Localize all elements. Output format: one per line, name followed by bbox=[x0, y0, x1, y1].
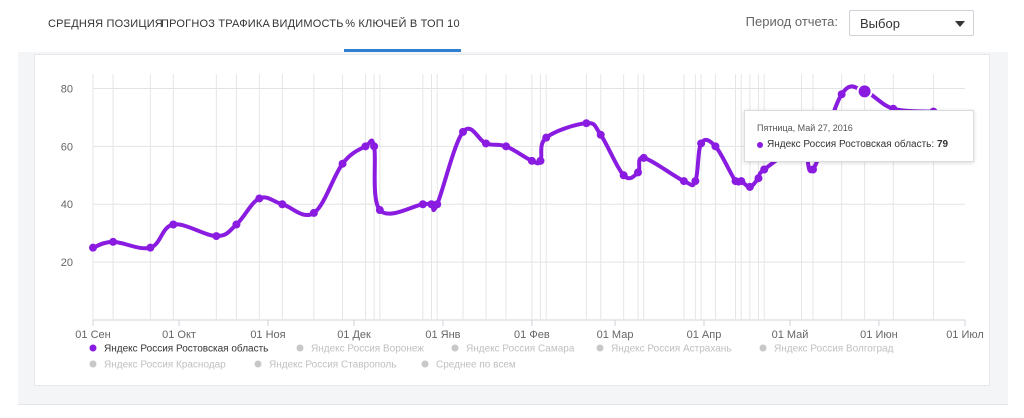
data-point[interactable] bbox=[754, 174, 763, 183]
data-point[interactable] bbox=[634, 168, 642, 177]
chart-card bbox=[34, 54, 990, 386]
y-axis: 20 40 60 80 bbox=[61, 83, 73, 269]
legend-item[interactable]: Яндекс Россия Астрахань bbox=[611, 344, 732, 355]
legend-marker bbox=[296, 344, 304, 352]
tab-visibility[interactable]: Видимость bbox=[272, 18, 344, 30]
x-tick-label: 01 Ноя bbox=[250, 329, 285, 341]
data-point[interactable] bbox=[619, 171, 628, 180]
tooltip-series-marker bbox=[757, 142, 763, 148]
data-point[interactable] bbox=[536, 156, 545, 165]
chart-vertical-lines bbox=[92, 74, 934, 320]
tooltip-value: 79 bbox=[936, 139, 949, 150]
data-point[interactable] bbox=[427, 200, 436, 209]
data-point[interactable] bbox=[542, 133, 551, 142]
data-point[interactable] bbox=[89, 243, 97, 252]
data-point[interactable] bbox=[596, 130, 605, 139]
tab-traffic-forecast[interactable]: Прогноз трафика bbox=[161, 18, 271, 30]
data-point[interactable] bbox=[837, 90, 846, 99]
data-point[interactable] bbox=[737, 177, 746, 186]
data-point[interactable] bbox=[808, 165, 817, 174]
period-select-value: Выбор bbox=[860, 16, 900, 31]
legend-item[interactable]: Среднее по всем bbox=[436, 360, 516, 371]
legend-marker bbox=[89, 344, 97, 352]
tab-average-position[interactable]: Средняя позиция bbox=[48, 18, 163, 30]
x-tick-label: 01 Апр bbox=[687, 329, 722, 341]
x-tick-label: 01 Мар bbox=[597, 329, 634, 341]
y-tick-label: 40 bbox=[61, 199, 73, 211]
tab-bar: Средняя позиция Прогноз трафика Видимост… bbox=[18, 0, 1008, 52]
legend-marker bbox=[451, 344, 459, 352]
chevron-down-icon bbox=[955, 21, 965, 27]
data-point[interactable] bbox=[146, 243, 155, 252]
legend-marker bbox=[89, 360, 97, 368]
data-point[interactable] bbox=[502, 142, 511, 151]
legend-item[interactable]: Яндекс Россия Ростовская область bbox=[104, 343, 268, 355]
data-point[interactable] bbox=[255, 194, 264, 203]
data-point[interactable] bbox=[731, 177, 740, 186]
data-point[interactable] bbox=[527, 156, 536, 165]
legend-item[interactable]: Яндекс Россия Ставрополь bbox=[269, 360, 396, 371]
legend-marker bbox=[421, 360, 429, 368]
data-point[interactable] bbox=[375, 206, 384, 215]
y-tick-label: 60 bbox=[61, 141, 73, 153]
data-point[interactable] bbox=[169, 220, 178, 229]
series-points bbox=[89, 83, 938, 252]
data-point[interactable] bbox=[338, 159, 347, 168]
x-tick-label: 01 Окт bbox=[162, 329, 196, 341]
period-select[interactable]: Выбор bbox=[849, 10, 974, 36]
data-point[interactable] bbox=[309, 208, 318, 217]
data-point[interactable] bbox=[745, 182, 754, 191]
data-point[interactable] bbox=[582, 119, 591, 128]
legend-marker bbox=[759, 344, 767, 352]
legend-item[interactable]: Яндекс Россия Самара bbox=[466, 344, 575, 355]
data-point[interactable] bbox=[232, 220, 241, 229]
tab-keys-top10[interactable]: % ключей в ТОП 10 bbox=[344, 0, 461, 52]
y-tick-label: 80 bbox=[61, 83, 73, 95]
data-point[interactable] bbox=[278, 200, 287, 209]
data-point[interactable] bbox=[433, 200, 442, 209]
data-point[interactable] bbox=[691, 177, 700, 186]
x-tick-label: 01 Май bbox=[772, 329, 809, 341]
data-point[interactable] bbox=[109, 237, 118, 246]
x-tick-label: 01 Июн bbox=[860, 329, 898, 341]
data-point[interactable] bbox=[370, 142, 379, 151]
x-tick-label: 01 Янв bbox=[425, 329, 460, 341]
data-point[interactable] bbox=[212, 232, 221, 241]
chart-tooltip: Пятница, Май 27, 2016 Яндекс Россия Рост… bbox=[744, 110, 974, 162]
tooltip-series-name: Яндекс Россия Ростовская область bbox=[767, 139, 932, 150]
x-axis: 01 Сен 01 Окт 01 Ноя 01 Дек 01 Янв 01 Фев 01 М… bbox=[75, 320, 984, 341]
highlighted-point[interactable] bbox=[856, 83, 873, 100]
legend-item[interactable]: Яндекс Россия Волгоград bbox=[774, 344, 894, 355]
data-point[interactable] bbox=[481, 139, 490, 148]
legend-item[interactable]: Яндекс Россия Воронеж bbox=[311, 344, 424, 355]
data-point[interactable] bbox=[418, 200, 427, 209]
data-point[interactable] bbox=[711, 142, 720, 151]
tooltip-series: Яндекс Россия Ростовская область: 79 bbox=[767, 139, 949, 150]
legend-marker bbox=[596, 344, 604, 352]
data-point[interactable] bbox=[639, 153, 648, 162]
x-tick-label: 01 Июл bbox=[946, 329, 984, 341]
data-point[interactable] bbox=[760, 165, 769, 174]
tooltip-date: Пятница, Май 27, 2016 bbox=[757, 123, 853, 133]
y-tick-label: 20 bbox=[61, 257, 73, 269]
data-point[interactable] bbox=[697, 139, 706, 148]
data-point[interactable] bbox=[459, 127, 468, 136]
legend-marker bbox=[254, 360, 262, 368]
x-tick-label: 01 Сен bbox=[75, 329, 110, 341]
period-label: Период отчета: bbox=[745, 14, 838, 29]
legend: Яндекс Россия Ростовская область Яндекс Р… bbox=[89, 343, 894, 371]
legend-item[interactable]: Яндекс Россия Краснодар bbox=[104, 360, 226, 371]
data-point[interactable] bbox=[361, 142, 370, 151]
data-point[interactable] bbox=[679, 177, 688, 186]
x-tick-label: 01 Фев bbox=[514, 329, 550, 341]
x-tick-label: 01 Дек bbox=[337, 329, 371, 341]
